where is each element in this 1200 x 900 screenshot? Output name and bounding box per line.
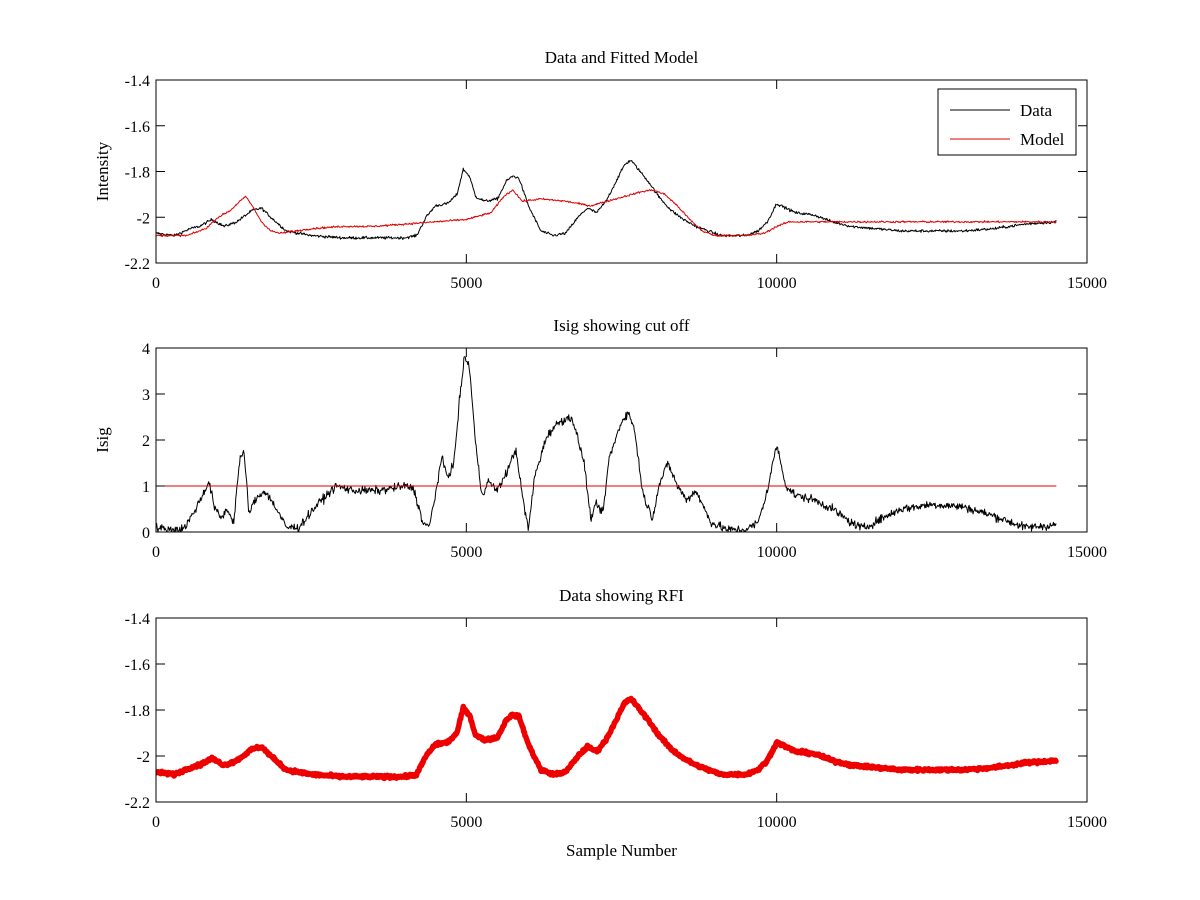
legend-label-model: Model <box>1020 130 1065 149</box>
chart-panel-3: 0 5000 10000 15000 -1.4 -1.6 -1.8 -2 -2.2 Data sh… <box>125 586 1107 860</box>
y-axis-label: Intensity <box>93 141 112 201</box>
y-tick-label: 1 <box>142 479 150 496</box>
x-tick-label: 10000 <box>757 275 797 292</box>
chart-panel-2: 0 5000 10000 15000 0 1 2 3 4 Isig showing cut off… <box>93 316 1107 561</box>
y-tick-label: -1.4 <box>125 611 150 628</box>
legend-box <box>937 88 1077 156</box>
legend-label-data: Data <box>1020 101 1053 120</box>
x-tick-label: 10000 <box>757 544 797 561</box>
x-tick-label: 10000 <box>757 814 797 831</box>
legend: Data Model <box>937 88 1077 156</box>
y-tick-label: -1.8 <box>125 703 150 720</box>
series-line-1 <box>156 356 1057 532</box>
x-tick-label: 5000 <box>450 544 482 561</box>
x-tick-label: 5000 <box>450 275 482 292</box>
series-line-1 <box>156 695 1059 782</box>
x-tick-label: 15000 <box>1067 814 1107 831</box>
chart-title: Isig showing cut off <box>553 316 689 335</box>
y-tick-label: -1.6 <box>125 657 150 674</box>
x-tick-label: 15000 <box>1067 275 1107 292</box>
x-tick-label: 0 <box>152 814 160 831</box>
y-tick-label: -2 <box>137 210 150 227</box>
series-line-data <box>156 160 1057 241</box>
x-axis-label: Sample Number <box>566 841 677 860</box>
y-tick-label: -1.4 <box>125 73 150 90</box>
x-tick-label: 0 <box>152 275 160 292</box>
y-tick-label: 3 <box>142 387 150 404</box>
y-tick-label: 2 <box>142 433 150 450</box>
chart-panel-1: 0 5000 10000 15000 -1.4 -1.6 -1.8 -2 -2.2 Data an… <box>93 48 1107 292</box>
y-tick-label: -1.8 <box>125 165 150 182</box>
y-tick-label: -2.2 <box>125 256 150 273</box>
series-line-model <box>156 189 1057 238</box>
chart-title: Data showing RFI <box>559 586 684 605</box>
y-tick-label: 4 <box>142 341 150 358</box>
y-tick-label: 0 <box>142 525 150 542</box>
y-axis-label: Isig <box>93 427 112 453</box>
x-tick-label: 15000 <box>1067 544 1107 561</box>
y-tick-label: -2.2 <box>125 795 150 812</box>
y-tick-label: -2 <box>137 749 150 766</box>
chart-title: Data and Fitted Model <box>545 48 699 67</box>
x-tick-label: 0 <box>152 544 160 561</box>
x-tick-label: 5000 <box>450 814 482 831</box>
y-tick-label: -1.6 <box>125 119 150 136</box>
